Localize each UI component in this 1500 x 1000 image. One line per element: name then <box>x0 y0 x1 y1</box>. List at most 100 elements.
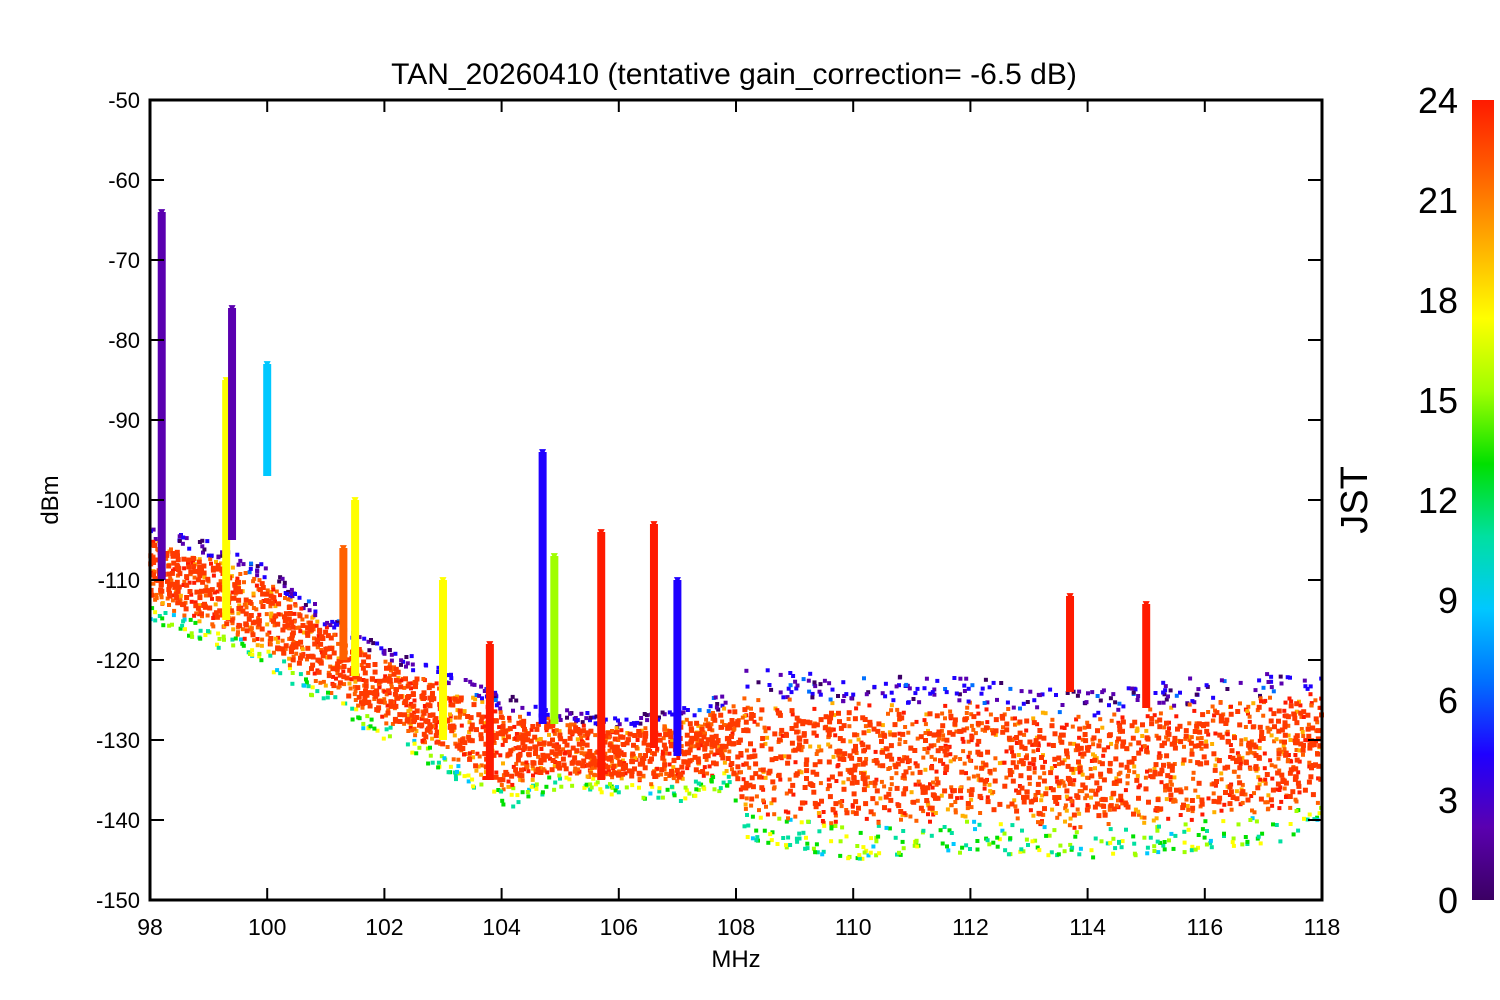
data-point <box>1134 777 1140 783</box>
data-point <box>492 789 497 794</box>
data-point <box>887 826 892 831</box>
data-point <box>1293 774 1299 780</box>
data-point <box>726 740 732 746</box>
data-point <box>1106 745 1111 750</box>
data-point <box>1149 721 1155 727</box>
data-point <box>280 576 285 581</box>
data-point <box>1004 721 1010 727</box>
data-point <box>1172 735 1178 741</box>
data-point <box>588 761 594 767</box>
data-point <box>613 788 618 793</box>
data-point <box>903 725 908 729</box>
data-point <box>1211 798 1217 804</box>
data-point <box>1120 728 1125 734</box>
data-point <box>1157 700 1162 705</box>
data-point <box>155 547 160 552</box>
data-point <box>580 720 585 725</box>
data-point <box>727 725 733 731</box>
colorbar-tick-label: 24 <box>1418 80 1458 121</box>
data-point <box>918 805 924 811</box>
data-point <box>1077 852 1082 857</box>
data-point <box>1086 691 1090 696</box>
data-point <box>1023 755 1029 761</box>
data-point <box>1271 711 1277 717</box>
data-point <box>1283 752 1289 758</box>
data-point <box>1165 773 1171 779</box>
data-point <box>1282 739 1287 745</box>
data-point <box>569 730 575 736</box>
data-point <box>541 740 547 746</box>
data-point <box>501 773 506 778</box>
data-point <box>681 710 686 715</box>
colorbar-tick-label: 3 <box>1438 780 1458 821</box>
data-point <box>889 782 894 787</box>
data-point <box>1109 718 1114 723</box>
data-point <box>803 738 809 744</box>
data-point <box>1315 720 1320 725</box>
data-point <box>1021 794 1026 800</box>
data-point <box>166 563 172 569</box>
data-point <box>268 636 274 641</box>
data-point <box>1117 840 1121 845</box>
data-point <box>1050 807 1055 812</box>
data-point <box>1189 748 1194 753</box>
data-point <box>1276 748 1281 753</box>
data-point <box>657 786 662 791</box>
data-point <box>271 587 276 592</box>
data-point <box>635 738 640 742</box>
data-point <box>1301 709 1307 715</box>
data-point <box>404 655 409 659</box>
data-point <box>586 752 592 758</box>
data-point <box>987 685 992 690</box>
data-point <box>1096 710 1101 715</box>
data-point <box>479 714 485 720</box>
data-point <box>1037 775 1042 780</box>
data-point <box>685 766 690 771</box>
data-point <box>1085 803 1090 808</box>
data-point <box>811 723 817 729</box>
data-point <box>727 709 732 714</box>
data-point <box>205 576 211 582</box>
data-point <box>277 579 282 584</box>
data-point <box>1173 799 1178 804</box>
data-point <box>202 575 207 580</box>
data-point <box>976 773 981 778</box>
data-point <box>1243 759 1249 765</box>
data-point <box>276 601 282 607</box>
data-point <box>1166 694 1170 699</box>
data-point <box>605 764 611 770</box>
data-point <box>674 767 680 773</box>
data-point <box>1120 839 1125 844</box>
data-point <box>283 596 287 600</box>
data-point <box>1019 744 1025 750</box>
data-point <box>214 614 220 620</box>
data-point <box>660 753 665 758</box>
data-point <box>707 764 712 769</box>
data-point <box>1046 853 1051 858</box>
data-point <box>963 716 968 722</box>
y-tick-label: -90 <box>108 408 140 433</box>
data-point <box>695 742 701 748</box>
data-point <box>1149 774 1155 780</box>
data-point <box>1124 827 1128 832</box>
data-point <box>557 749 563 755</box>
data-point <box>982 786 987 791</box>
data-point <box>350 706 355 711</box>
data-point <box>569 722 574 727</box>
data-point <box>1204 683 1209 688</box>
data-point <box>779 727 785 733</box>
data-point <box>1192 729 1198 734</box>
data-point <box>567 753 572 758</box>
data-point <box>592 715 597 720</box>
data-point <box>697 708 702 713</box>
data-point <box>785 760 791 766</box>
data-point <box>412 698 417 703</box>
data-point <box>937 736 942 741</box>
data-point <box>290 657 296 663</box>
data-point <box>985 799 991 805</box>
data-point <box>1261 685 1266 690</box>
data-point <box>200 579 206 585</box>
data-point <box>681 720 686 725</box>
data-point <box>939 793 944 798</box>
data-point <box>1030 742 1035 747</box>
